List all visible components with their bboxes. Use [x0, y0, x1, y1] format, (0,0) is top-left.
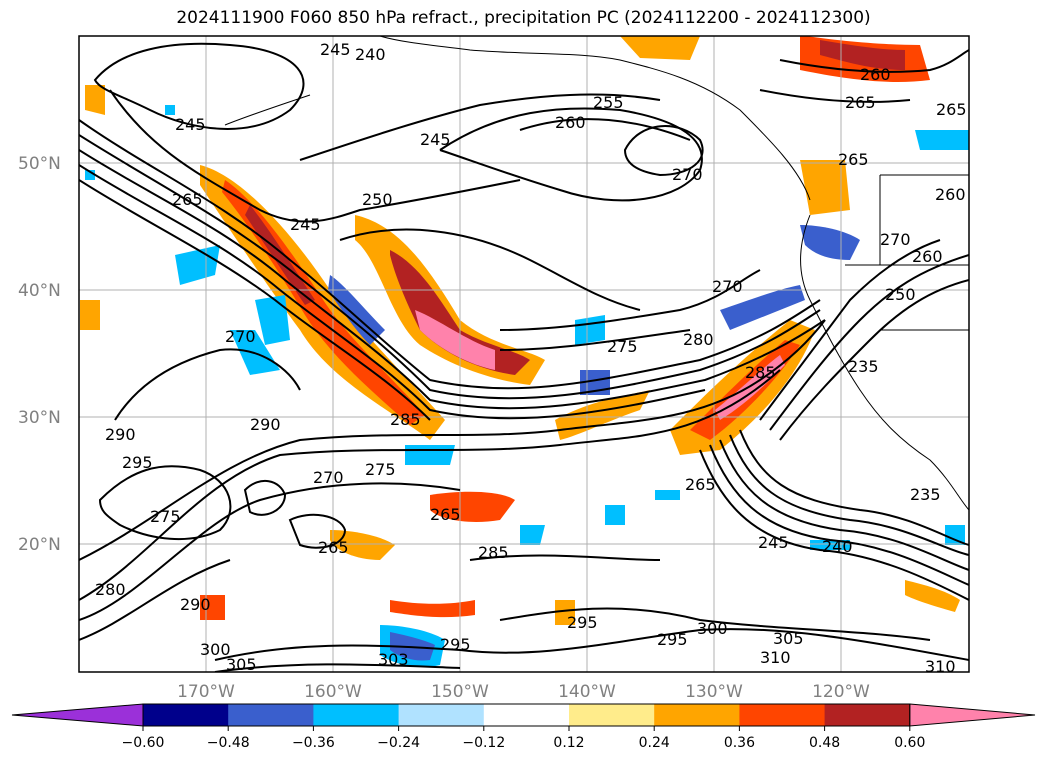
contour-label: 310 — [925, 657, 956, 676]
contour-label: 235 — [848, 357, 879, 376]
contour-label: 275 — [365, 460, 396, 479]
colorbar-tick-label: 0.48 — [809, 735, 840, 751]
contour-label: 270 — [712, 277, 743, 296]
colorbar-tick-label: 0.60 — [894, 735, 925, 751]
contour-label: 310 — [760, 648, 791, 667]
colorbar-segment — [313, 704, 400, 726]
contour-label: 245 — [420, 130, 451, 149]
colorbar-outline — [142, 703, 911, 727]
contour-label: 260 — [912, 247, 943, 266]
contour-label: 290 — [250, 415, 281, 434]
colorbar-tick-label: −0.60 — [122, 735, 165, 751]
coastlines — [224, 36, 969, 511]
contour-label: 280 — [683, 330, 714, 349]
contour-label: 270 — [225, 327, 256, 346]
contour-label: 240 — [355, 45, 386, 64]
colorbar-segment — [143, 704, 229, 726]
contour-label: 245 — [290, 215, 321, 234]
contour-labels: 245 240 245 265 245 250 245 255 260 270 … — [95, 40, 967, 676]
latitude-labels: 50°N 40°N 30°N 20°N — [18, 154, 61, 555]
colorbar: −0.60 −0.48 −0.36 −0.24 −0.12 0.12 0.24 0.36 0.4… — [11, 703, 1036, 751]
lat-label: 40°N — [18, 281, 61, 301]
colorbar-segment — [569, 704, 655, 726]
colorbar-tick-label: 0.12 — [553, 735, 584, 751]
longitude-labels: 170°W 160°W 150°W 140°W 130°W 120°W — [177, 682, 870, 702]
contour-label: 290 — [180, 595, 211, 614]
contour-label: 285 — [745, 363, 776, 382]
lat-label: 30°N — [18, 408, 61, 428]
lon-label: 160°W — [304, 682, 362, 702]
contour-label: 295 — [440, 635, 471, 654]
colorbar-segment — [228, 704, 314, 726]
map-frame — [78, 35, 970, 673]
contour-label: 275 — [607, 337, 638, 356]
colorbar-tick-label: 0.36 — [724, 735, 755, 751]
colorbar-extend-high — [909, 703, 1036, 727]
contour-label: 270 — [880, 230, 911, 249]
colorbar-segment — [398, 704, 485, 726]
refractivity-contours — [79, 42, 969, 672]
contour-label: 260 — [935, 185, 966, 204]
contour-label: 265 — [318, 538, 349, 557]
colorbar-segment — [654, 704, 740, 726]
colorbar-tick-label: 0.24 — [639, 735, 670, 751]
lat-label: 50°N — [18, 154, 61, 174]
contour-label: 265 — [838, 150, 869, 169]
colorbar-tick-label: −0.12 — [462, 735, 505, 751]
lon-label: 150°W — [431, 682, 489, 702]
lat-label: 20°N — [18, 535, 61, 555]
map-title: 2024111900 F060 850 hPa refract., precip… — [176, 8, 871, 28]
contour-label: 250 — [362, 190, 393, 209]
contour-label: 295 — [567, 613, 598, 632]
contour-label: 295 — [657, 630, 688, 649]
contour-label: 270 — [313, 468, 344, 487]
contour-label: 260 — [860, 65, 891, 84]
map-plot-area: 245 240 245 265 245 250 245 255 260 270 … — [79, 36, 969, 676]
colorbar-extend-low — [11, 703, 144, 727]
colorbar-segment — [824, 704, 911, 726]
contour-label: 250 — [885, 285, 916, 304]
lon-label: 120°W — [812, 682, 870, 702]
contour-label: 305 — [226, 655, 257, 674]
contour-label: 235 — [910, 485, 941, 504]
colorbar-tick-label: −0.48 — [207, 735, 250, 751]
contour-label: 285 — [478, 543, 509, 562]
contour-label: 290 — [105, 425, 136, 444]
contour-label: 305 — [773, 629, 804, 648]
contour-label: 245 — [320, 40, 351, 59]
contour-label: 265 — [172, 190, 203, 209]
contour-label: 280 — [95, 580, 126, 599]
contour-label: 255 — [593, 93, 624, 112]
contour-label: 265 — [936, 100, 967, 119]
contour-label: 265 — [845, 93, 876, 112]
contour-label: 275 — [150, 507, 181, 526]
colorbar-segment — [483, 704, 570, 726]
contour-label: 285 — [390, 410, 421, 429]
colorbar-tick-label: −0.36 — [292, 735, 335, 751]
lon-label: 140°W — [558, 682, 616, 702]
colorbar-segment — [739, 704, 826, 726]
contour-label: 260 — [555, 113, 586, 132]
lon-label: 170°W — [177, 682, 235, 702]
contour-label: 300 — [200, 640, 231, 659]
contour-label: 245 — [175, 115, 206, 134]
colorbar-tick-label: −0.24 — [377, 735, 420, 751]
contour-label: 300 — [697, 619, 728, 638]
lon-label: 130°W — [685, 682, 743, 702]
contour-label: 295 — [122, 453, 153, 472]
contour-label: 245 — [758, 533, 789, 552]
contour-label: 270 — [672, 165, 703, 184]
map-gridlines — [79, 36, 969, 672]
contour-label: 240 — [822, 537, 853, 556]
contour-label: 265 — [430, 505, 461, 524]
contour-label: 303 — [378, 650, 409, 669]
contour-label: 265 — [685, 475, 716, 494]
